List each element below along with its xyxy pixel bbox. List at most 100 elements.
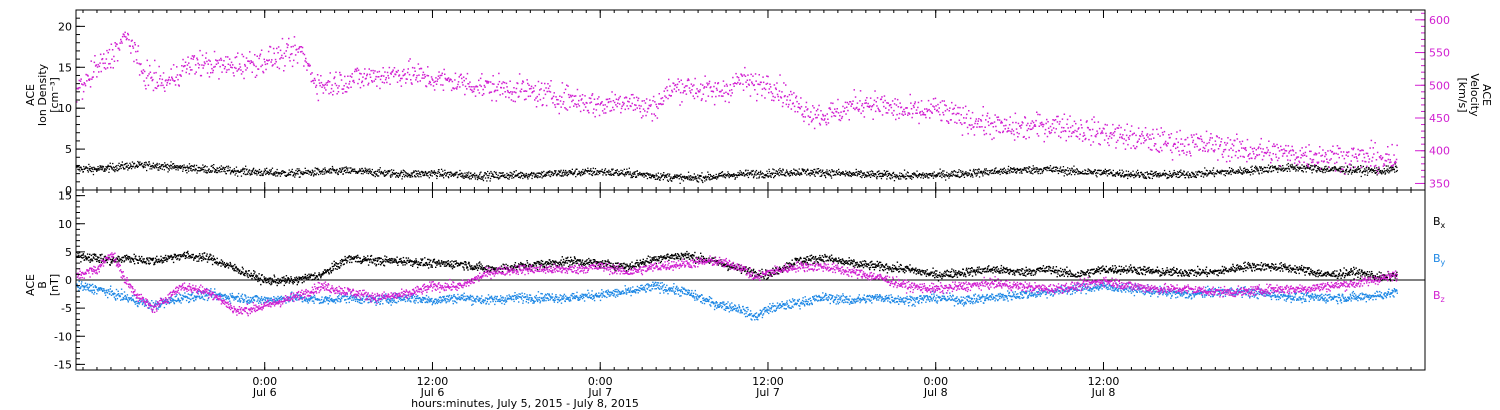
density-point — [1319, 170, 1322, 172]
velocity-point — [803, 120, 805, 123]
velocity-point — [988, 124, 990, 127]
velocity-point — [515, 91, 517, 94]
density-point — [1030, 172, 1032, 174]
density-point — [1302, 171, 1304, 173]
velocity-point — [320, 81, 323, 84]
density-point — [479, 178, 482, 180]
velocity-point — [735, 72, 737, 75]
density-point — [528, 176, 530, 178]
velocity-point — [1202, 150, 1204, 152]
density-point — [222, 167, 225, 169]
velocity-point — [349, 80, 351, 83]
velocity-point — [807, 108, 809, 110]
velocity-point — [601, 101, 603, 103]
density-point — [1168, 170, 1171, 173]
velocity-point — [1133, 132, 1135, 134]
density-point — [1033, 171, 1036, 173]
density-point — [1281, 167, 1283, 169]
density-point — [1268, 170, 1270, 172]
density-point — [1332, 167, 1334, 169]
density-point — [1275, 169, 1278, 171]
velocity-point — [729, 84, 732, 86]
density-point — [376, 170, 378, 172]
velocity-point — [677, 78, 679, 80]
density-point — [502, 175, 505, 177]
density-point — [1062, 166, 1065, 168]
density-point — [1210, 170, 1212, 172]
velocity-point — [627, 107, 630, 110]
density-point — [683, 175, 685, 177]
density-point — [588, 170, 591, 172]
density-point — [905, 178, 908, 180]
velocity-point — [801, 113, 804, 115]
density-point — [1347, 166, 1349, 169]
density-point — [488, 175, 490, 177]
density-point — [1367, 172, 1369, 174]
density-point — [122, 166, 124, 168]
density-point — [778, 169, 780, 171]
density-point — [1148, 173, 1150, 175]
density-point — [1229, 171, 1231, 173]
density-point — [1204, 167, 1206, 169]
velocity-point — [1232, 149, 1234, 152]
density-point — [408, 174, 410, 177]
velocity-point — [1164, 142, 1166, 144]
density-point — [108, 171, 110, 173]
velocity-point — [1035, 119, 1037, 122]
velocity-point — [98, 71, 100, 73]
density-point — [1254, 171, 1256, 173]
density-point — [1242, 170, 1244, 172]
density-point — [1389, 169, 1391, 172]
velocity-point — [120, 40, 123, 43]
density-point — [957, 174, 959, 176]
velocity-point — [910, 108, 913, 110]
velocity-point — [116, 60, 119, 62]
density-point — [804, 169, 806, 171]
density-point — [1392, 168, 1394, 170]
density-point — [693, 173, 695, 175]
density-point — [951, 170, 953, 173]
density-point — [1353, 167, 1355, 169]
density-point — [627, 172, 629, 174]
density-point — [739, 170, 741, 172]
velocity-point — [321, 86, 323, 88]
density-point — [716, 176, 718, 178]
velocity-point — [430, 76, 433, 78]
density-point — [1135, 171, 1138, 173]
velocity-point — [574, 103, 576, 105]
density-point — [387, 170, 389, 172]
density-point — [862, 174, 865, 176]
velocity-point — [1036, 111, 1038, 113]
velocity-point — [267, 60, 269, 62]
velocity-point — [863, 106, 865, 109]
velocity-point — [622, 104, 625, 106]
density-point — [479, 174, 481, 176]
velocity-point — [375, 75, 377, 78]
velocity-point — [1126, 123, 1128, 125]
velocity-point — [901, 113, 903, 115]
density-point — [994, 169, 996, 171]
density-point — [253, 171, 256, 173]
density-point — [1346, 165, 1348, 167]
density-point — [1241, 169, 1243, 171]
velocity-point — [357, 69, 360, 71]
velocity-point — [690, 83, 693, 85]
density-point — [527, 173, 529, 175]
density-point — [986, 173, 988, 175]
velocity-point — [1124, 129, 1126, 131]
density-point — [773, 177, 775, 179]
density-point — [463, 175, 466, 177]
density-point — [214, 170, 216, 172]
density-point — [776, 173, 778, 175]
velocity-point — [898, 112, 901, 115]
density-point — [1266, 170, 1268, 172]
density-point — [1317, 167, 1320, 169]
velocity-point — [303, 53, 306, 56]
velocity-point — [1066, 123, 1068, 125]
velocity-point — [927, 99, 930, 102]
density-point — [942, 172, 944, 175]
density-point — [550, 173, 552, 176]
velocity-point — [813, 107, 815, 109]
velocity-point — [1048, 130, 1050, 133]
density-point — [141, 162, 143, 164]
